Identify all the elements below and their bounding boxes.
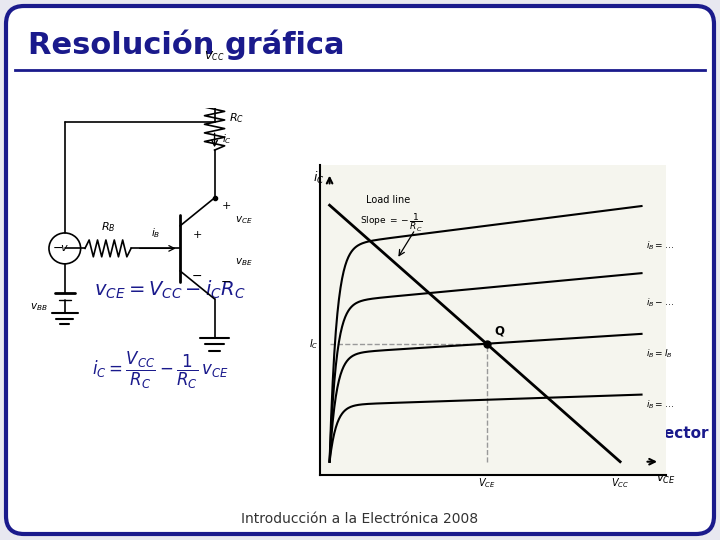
Text: $v_{CE}$: $v_{CE}$ <box>235 214 253 226</box>
Text: $v_{BB}$: $v_{BB}$ <box>30 301 48 313</box>
Text: $i_B = I_B$: $i_B = I_B$ <box>646 347 673 360</box>
Text: $v_{BE}$: $v_{BE}$ <box>235 256 253 268</box>
Text: $V_{CC}$: $V_{CC}$ <box>611 476 629 490</box>
Text: +: + <box>192 230 202 240</box>
Text: −: − <box>53 242 63 255</box>
Text: $i_B = \ldots$: $i_B = \ldots$ <box>646 399 674 411</box>
Text: $i_C = \dfrac{V_{CC}}{R_C} - \dfrac{1}{R_C}\, v_{CE}$: $i_C = \dfrac{V_{CC}}{R_C} - \dfrac{1}{R… <box>91 349 228 390</box>
Text: −: − <box>221 275 231 288</box>
Text: $i_B$: $i_B$ <box>150 226 161 240</box>
Text: $V_{CC}$: $V_{CC}$ <box>204 49 225 63</box>
Text: $I_C$: $I_C$ <box>310 337 319 350</box>
Text: Load line: Load line <box>366 194 410 205</box>
Text: $i_C$: $i_C$ <box>222 132 232 146</box>
Text: Slope $= -\dfrac{1}{R_C}$: Slope $= -\dfrac{1}{R_C}$ <box>360 212 423 234</box>
Text: $v_{CE}$: $v_{CE}$ <box>656 472 676 485</box>
Text: Determinación de la corriente de colector: Determinación de la corriente de colecto… <box>351 426 708 441</box>
Text: $v_{CE} = V_{CC} - i_C R_C$: $v_{CE} = V_{CC} - i_C R_C$ <box>94 279 246 301</box>
Text: $v$: $v$ <box>60 244 69 253</box>
Text: Resolución gráfica: Resolución gráfica <box>28 30 344 60</box>
Text: −: − <box>192 270 202 283</box>
Text: $R_B$: $R_B$ <box>101 220 115 234</box>
Text: $i_B - \ldots$: $i_B - \ldots$ <box>646 296 674 309</box>
Text: Q: Q <box>494 325 504 338</box>
Text: +: + <box>221 201 231 211</box>
Text: $V_{CE}$: $V_{CE}$ <box>477 476 495 490</box>
FancyBboxPatch shape <box>6 6 714 534</box>
Text: $R_C$: $R_C$ <box>229 111 244 125</box>
Text: $i_B = \ldots$: $i_B = \ldots$ <box>646 239 674 252</box>
Text: $i_C$: $i_C$ <box>313 170 325 186</box>
Text: Introducción a la Electrónica 2008: Introducción a la Electrónica 2008 <box>241 512 479 526</box>
